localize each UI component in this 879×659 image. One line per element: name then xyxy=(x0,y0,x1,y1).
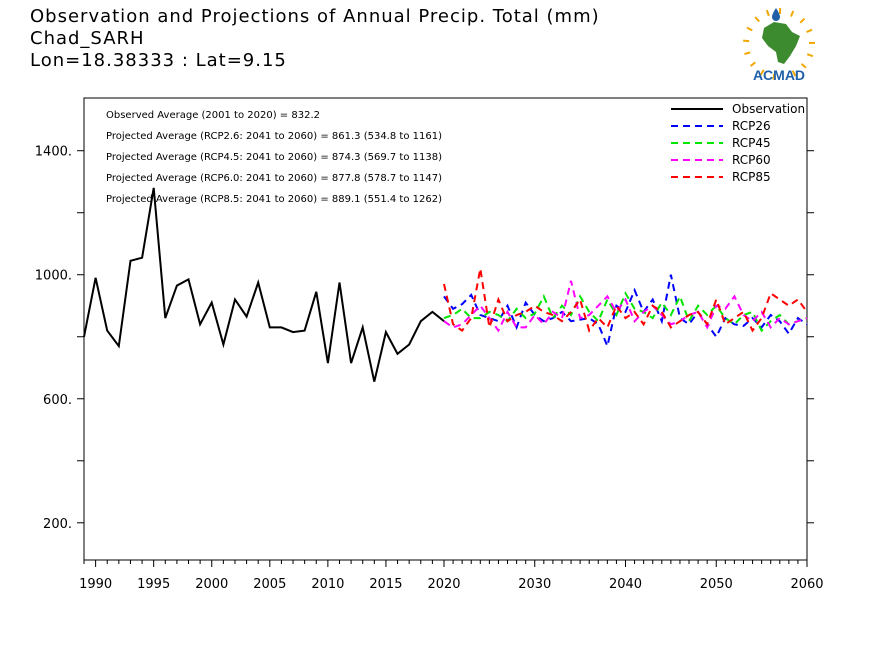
x-tick-label: 2040 xyxy=(609,577,642,592)
x-tick-label: 2020 xyxy=(427,577,460,592)
x-tick-label: 2005 xyxy=(253,577,286,592)
legend-label-rcp60: RCP60 xyxy=(732,153,771,167)
chart-title-block: Observation and Projections of Annual Pr… xyxy=(30,6,600,72)
legend-label-rcp85: RCP85 xyxy=(732,170,771,184)
acmad-logo: ACMAD xyxy=(738,6,820,84)
stat-line-1: Observed Average (2001 to 2020) = 832.2 xyxy=(106,110,320,121)
stat-line-3: Projected Average (RCP4.5: 2041 to 2060)… xyxy=(106,152,442,163)
x-tick-label: 1990 xyxy=(79,577,112,592)
series-line-rcp45 xyxy=(443,291,808,333)
stat-line-2: Projected Average (RCP2.6: 2041 to 2060)… xyxy=(106,131,442,142)
y-tick-label: 200. xyxy=(43,517,72,532)
x-tick-label: 2030 xyxy=(518,577,551,592)
x-tick-label: 2050 xyxy=(700,577,733,592)
series-line-rcp26 xyxy=(443,274,808,350)
y-tick-label: 1000. xyxy=(35,269,72,284)
legend-label-rcp45: RCP45 xyxy=(732,136,771,150)
stat-line-4: Projected Average (RCP6.0: 2041 to 2060)… xyxy=(106,173,442,184)
x-tick-label: 1995 xyxy=(137,577,170,592)
series-line-rcp60 xyxy=(443,280,808,333)
y-tick-label: 1400. xyxy=(35,145,72,160)
plot-frame xyxy=(83,97,808,561)
chart-title: Observation and Projections of Annual Pr… xyxy=(30,6,600,27)
stat-line-5: Projected Average (RCP8.5: 2041 to 2060)… xyxy=(106,194,442,205)
x-tick-label: 2015 xyxy=(369,577,402,592)
y-tick-label: 600. xyxy=(43,393,72,408)
series-line-observation xyxy=(83,187,445,382)
legend-label-observation: Observation xyxy=(732,102,805,116)
series-line-rcp85 xyxy=(443,268,808,333)
logo-text: ACMAD xyxy=(753,67,805,83)
x-tick-label: 2060 xyxy=(790,577,823,592)
station-name: Chad_SARH xyxy=(30,28,145,49)
legend-label-rcp26: RCP26 xyxy=(732,119,771,133)
station-coordinates: Lon=18.38333 : Lat=9.15 xyxy=(30,50,287,71)
africa-map-logo-icon: ACMAD xyxy=(743,7,816,83)
x-tick-label: 2010 xyxy=(311,577,344,592)
x-tick-label: 2000 xyxy=(195,577,228,592)
